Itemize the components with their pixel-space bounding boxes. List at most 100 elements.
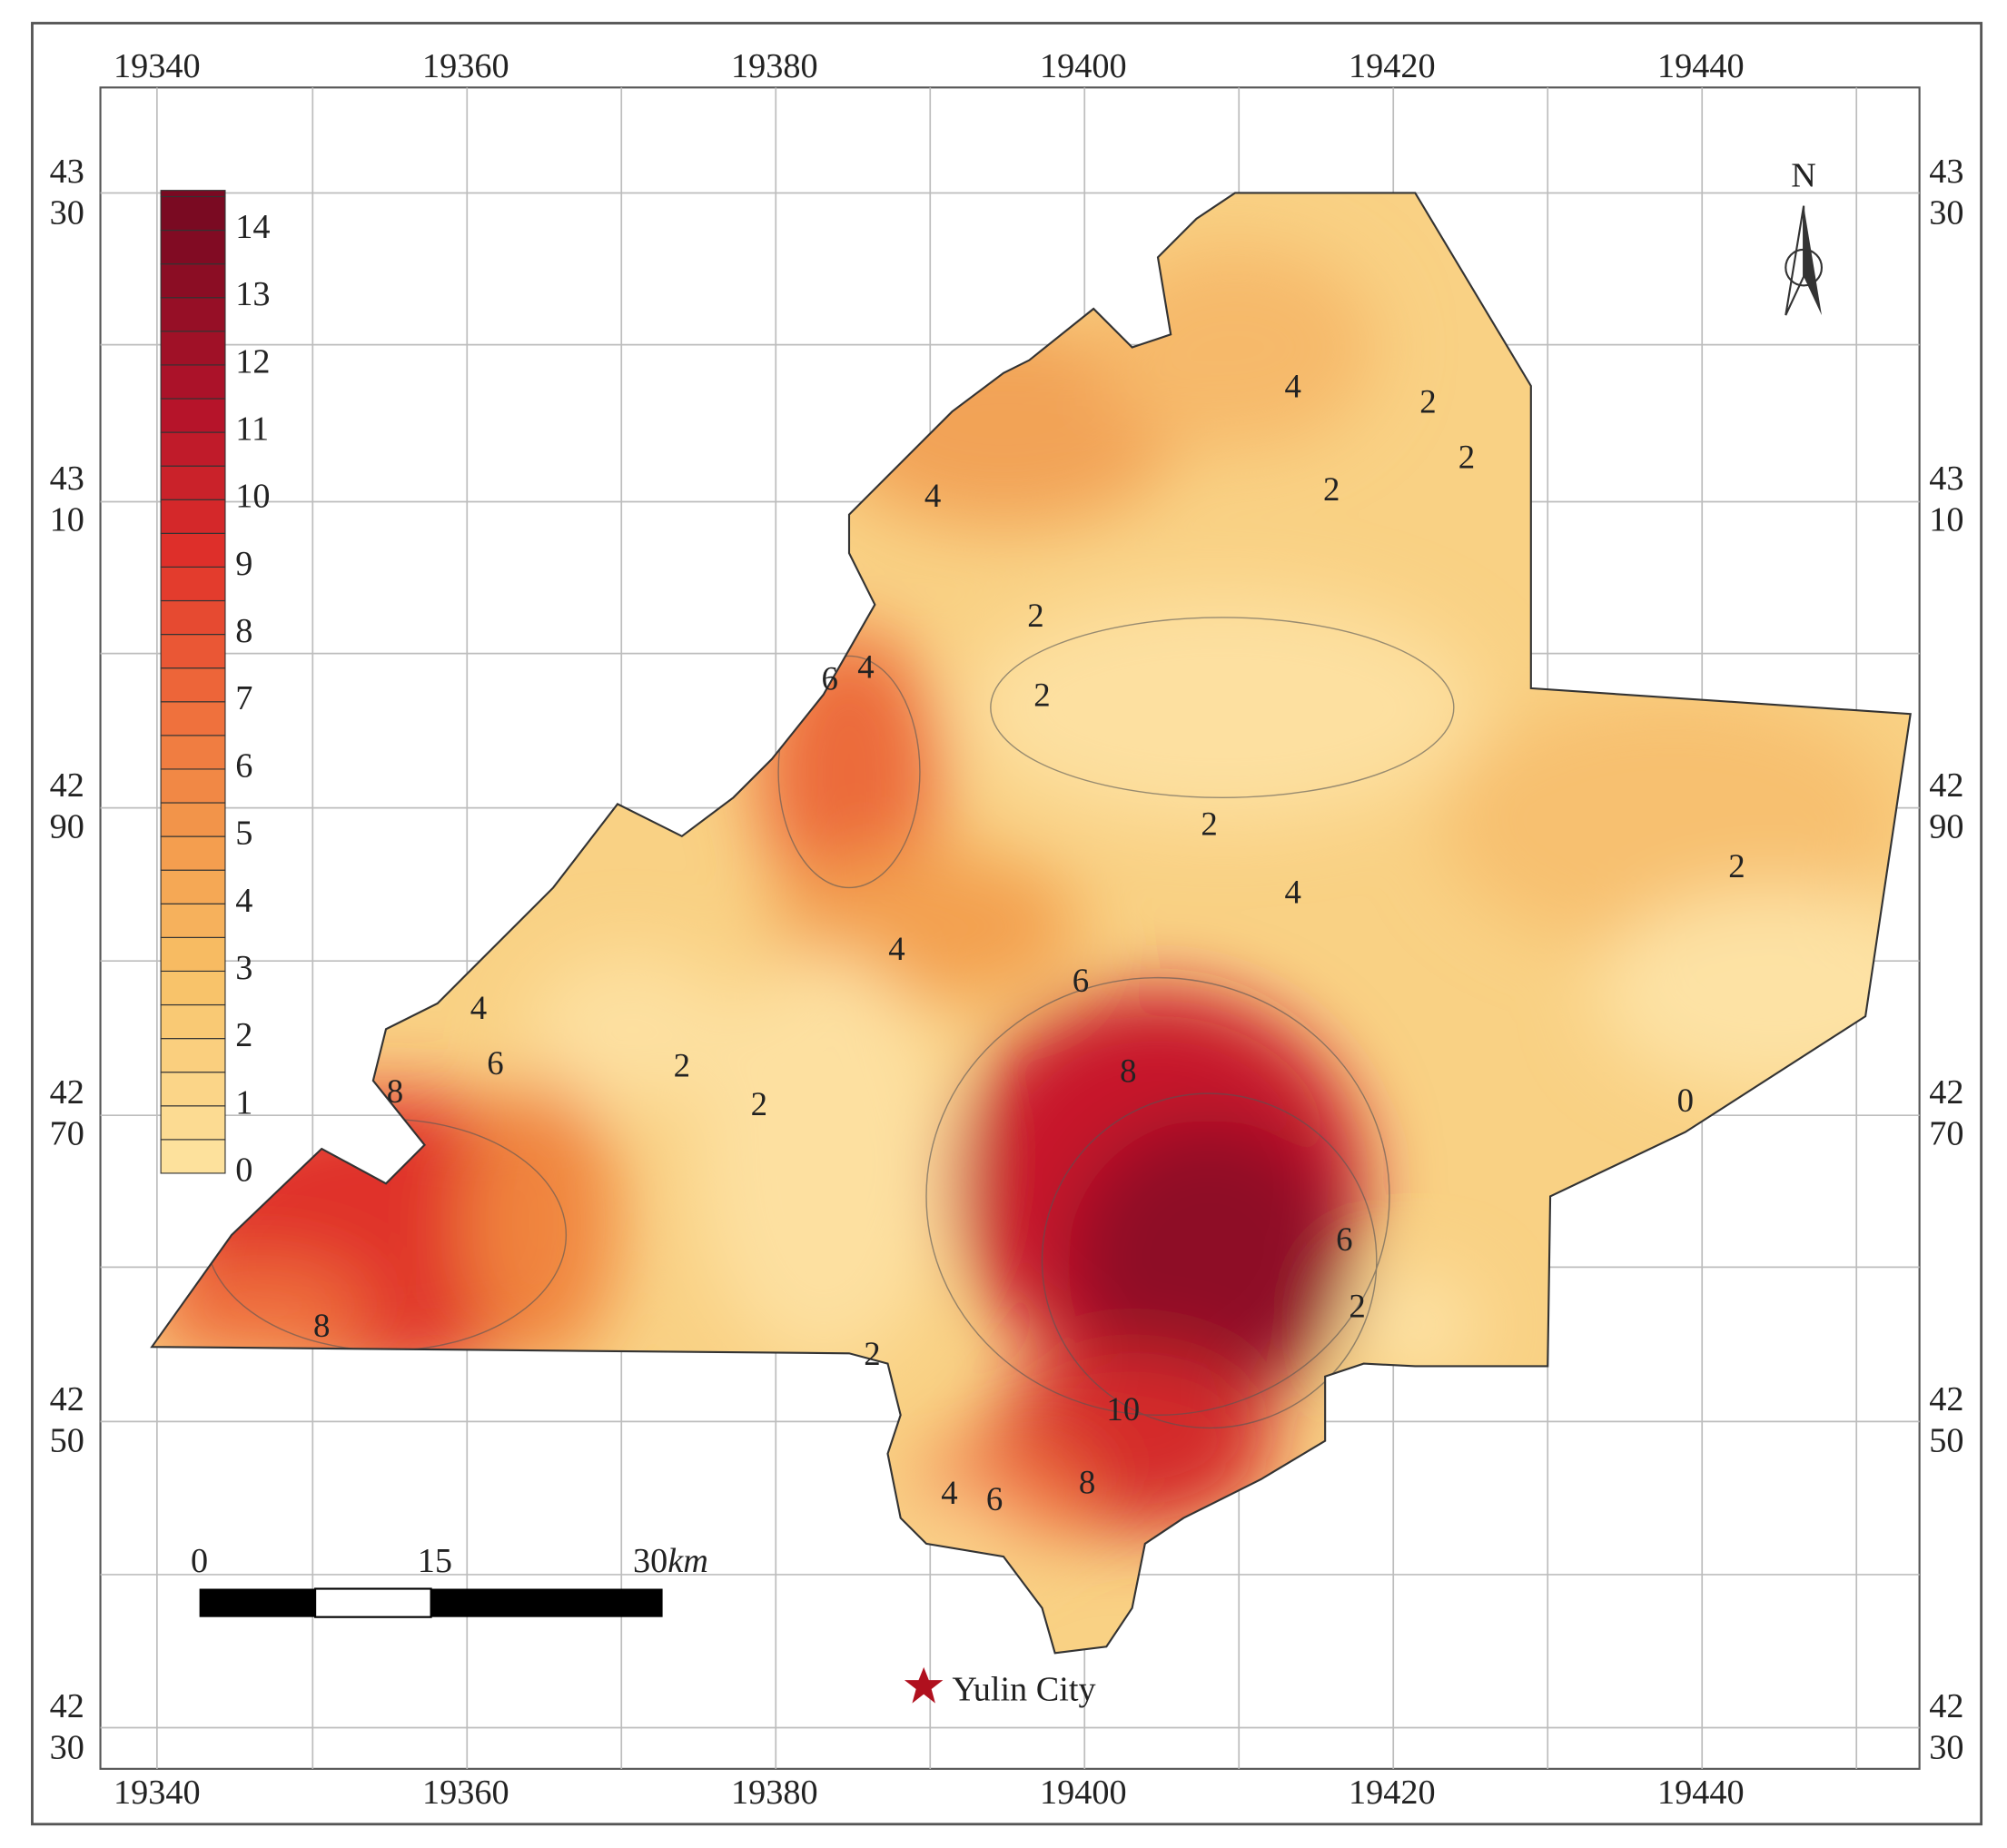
legend-band [160, 634, 226, 669]
y-label-left: 10 [50, 500, 84, 539]
legend-label: 14 [235, 208, 270, 246]
contour-label: 4 [857, 648, 874, 686]
legend-band [160, 768, 226, 804]
contour-label: 4 [470, 989, 487, 1026]
y-label-left: 42 [50, 1380, 84, 1418]
scale-label: 15 [418, 1542, 452, 1580]
legend-band [160, 1105, 226, 1141]
region-outline [150, 192, 1912, 1655]
contour-label: 2 [1323, 470, 1340, 508]
x-label-top: 19340 [114, 47, 201, 85]
scale-value: 30 [633, 1542, 667, 1580]
legend-label: 13 [235, 275, 270, 313]
contour-label: 4 [941, 1474, 957, 1511]
legend-band [160, 566, 226, 602]
scale-label: 0 [191, 1542, 208, 1580]
legend-label: 6 [235, 746, 252, 785]
y-label-right: 42 [1929, 1687, 1963, 1725]
scale-segment [199, 1588, 316, 1617]
y-label-left: 30 [50, 1729, 84, 1767]
contour-label: 2 [1349, 1288, 1365, 1325]
contour-label: 6 [986, 1480, 1003, 1517]
x-label-bottom: 19380 [731, 1774, 818, 1812]
contour-label: 8 [1120, 1052, 1136, 1089]
contour-label: 2 [1419, 383, 1436, 420]
contour-label: 4 [888, 930, 905, 967]
contour-label: 4 [924, 477, 941, 514]
y-label-right: 90 [1929, 807, 1963, 845]
x-label-top: 19380 [731, 47, 818, 85]
x-label-top: 19420 [1349, 47, 1436, 85]
contour-label: 4 [1285, 368, 1301, 405]
legend-label: 2 [235, 1016, 252, 1054]
contour-label: 8 [1079, 1464, 1095, 1501]
contour-label: 2 [1728, 847, 1745, 884]
legend-label: 7 [235, 679, 252, 717]
legend-label: 12 [235, 342, 270, 380]
y-label-left: 70 [50, 1114, 84, 1152]
legend-band [160, 936, 226, 973]
legend-label: 3 [235, 949, 252, 987]
y-label-right: 43 [1929, 153, 1963, 191]
y-label-right: 70 [1929, 1114, 1963, 1152]
contour-label: 2 [864, 1335, 880, 1372]
legend-label: 0 [235, 1151, 252, 1189]
legend-band [160, 465, 226, 500]
city-marker: Yulin City [904, 1666, 1096, 1709]
contour-label: 8 [313, 1307, 330, 1344]
scale-label: 30km [633, 1542, 708, 1580]
city-label: Yulin City [952, 1671, 1095, 1709]
legend-label: 10 [235, 478, 270, 516]
legend-band [160, 190, 226, 198]
contour-label: 2 [1027, 597, 1043, 634]
north-label: N [1791, 156, 1816, 194]
legend-band [160, 869, 226, 904]
y-label-left: 43 [50, 153, 84, 191]
legend-band [160, 835, 226, 871]
scale-bar: 0 15 30km [191, 1542, 708, 1618]
legend-band [160, 1139, 226, 1174]
legend-band [160, 195, 226, 232]
legend-band [160, 903, 226, 938]
y-label-left: 90 [50, 807, 84, 845]
legend-band [160, 398, 226, 433]
x-label-top: 19440 [1657, 47, 1745, 85]
y-label-right: 10 [1929, 500, 1963, 539]
x-label-bottom: 19440 [1657, 1774, 1745, 1812]
scale-segment [314, 1587, 432, 1618]
y-label-right: 42 [1929, 1380, 1963, 1418]
y-label-left: 30 [50, 193, 84, 232]
arrow-right [1804, 205, 1822, 316]
legend-band [160, 431, 226, 467]
legend-label: 5 [235, 815, 252, 853]
contour-label: 2 [1458, 439, 1475, 476]
legend-label: 4 [235, 882, 252, 920]
contour-label: 2 [674, 1047, 690, 1084]
legend-band [160, 364, 226, 400]
contour-label: 2 [751, 1085, 767, 1122]
x-label-top: 19400 [1040, 47, 1127, 85]
legend-band [160, 1003, 226, 1040]
scale-unit: km [667, 1542, 708, 1580]
legend-band [160, 1072, 226, 1107]
legend-band [160, 599, 226, 636]
y-label-right: 42 [1929, 1073, 1963, 1112]
x-label-top: 19360 [422, 47, 509, 85]
contour-label: 6 [822, 659, 838, 697]
y-label-right: 30 [1929, 193, 1963, 232]
legend-label: 8 [235, 612, 252, 650]
y-label-right: 30 [1929, 1729, 1963, 1767]
legend-label: 9 [235, 545, 252, 583]
legend-label: 1 [235, 1083, 252, 1122]
x-label-bottom: 19420 [1349, 1774, 1436, 1812]
contour-label: 2 [1201, 805, 1217, 842]
map-frame [99, 86, 1921, 1770]
y-label-left: 42 [50, 1073, 84, 1112]
y-label-left: 42 [50, 1687, 84, 1725]
legend-band [160, 230, 226, 265]
contour-label: 4 [1285, 873, 1301, 910]
contour-label: 10 [1106, 1390, 1140, 1428]
x-label-bottom: 19360 [422, 1774, 509, 1812]
